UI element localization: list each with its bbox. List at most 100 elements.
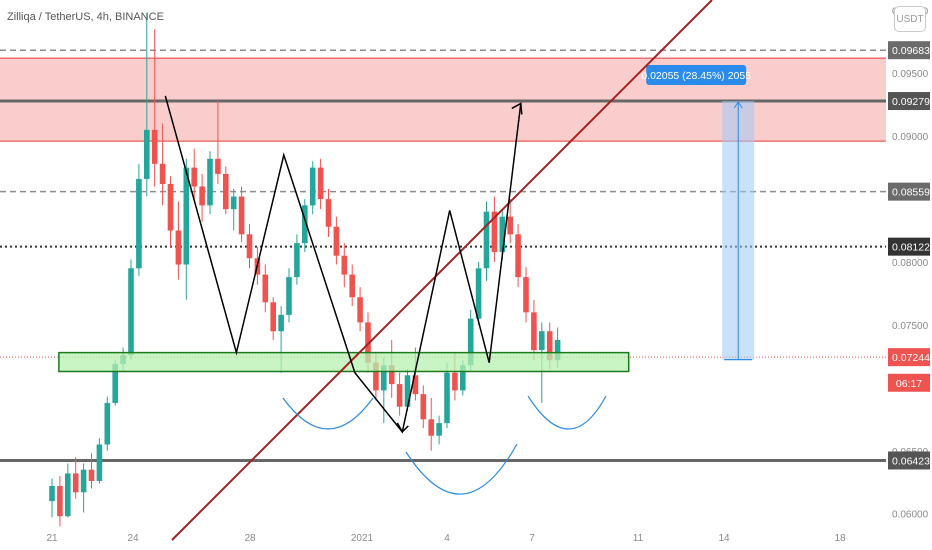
candle-body: [396, 384, 403, 407]
pattern-zigzag-line: [164, 95, 522, 434]
price-level-tag-label: 0.07244: [892, 352, 930, 364]
price-level-tag-label: 0.08559: [892, 187, 930, 199]
candle-body: [230, 196, 237, 210]
price-level-tags: 0.09683 0.09279 0.08559 0.08122 0.07244 0.064…: [888, 41, 930, 470]
candle-body: [112, 363, 118, 403]
candle-body: [183, 167, 190, 265]
candle-body: [341, 255, 348, 275]
candle-body: [404, 375, 411, 407]
time-axis-label: 4: [444, 533, 450, 544]
candle-body: [302, 205, 308, 244]
candle-body: [507, 216, 513, 235]
candle-body: [128, 268, 134, 356]
candle-body: [96, 444, 103, 481]
candle-body: [444, 372, 450, 424]
candle-body: [381, 365, 387, 391]
price-axis-label: 0.09000: [892, 132, 929, 143]
candle-body: [88, 469, 95, 481]
time-axis-label: 11: [633, 533, 644, 544]
price-level-tag: [888, 348, 930, 367]
candle-body: [420, 394, 427, 420]
price-axis-label: 0.06000: [892, 510, 929, 521]
candle-body: [104, 402, 111, 445]
candle-body: [207, 158, 213, 206]
candle-body: [223, 173, 229, 210]
candle-body: [151, 129, 158, 164]
candle-body: [491, 211, 498, 252]
candle-body: [144, 129, 150, 179]
candle-body: [325, 199, 332, 227]
price-level-tag-label: 0.06423: [892, 455, 930, 467]
time-axis-label: 7: [529, 533, 535, 544]
candle-body: [278, 314, 284, 332]
candle-body: [333, 226, 340, 256]
price-level-tag: [888, 237, 930, 256]
chart-title: Zilliqa / TetherUS, 4h, BINANCE: [7, 11, 164, 23]
price-level-tag-label: 0.09279: [892, 96, 930, 108]
candle-body: [262, 274, 269, 303]
countdown-tag: [888, 373, 930, 392]
candle-body: [523, 277, 529, 313]
support-zone: [58, 351, 630, 373]
candle-body: [136, 178, 142, 269]
target-arrowhead-icon: [511, 102, 523, 115]
left-shoulder-curve: [282, 397, 374, 430]
price-axis-label: 0.09500: [892, 69, 929, 80]
candle-body: [317, 167, 324, 200]
time-axis-label: 24: [127, 533, 139, 544]
time-axis-label: 28: [244, 533, 256, 544]
countdown-label: 06:17: [896, 378, 922, 390]
price-level-tag-label: 0.09683: [892, 45, 930, 57]
candle-body: [554, 340, 561, 361]
price-level-tag: [888, 182, 930, 201]
candle-body: [412, 375, 419, 395]
candle-body: [531, 312, 537, 351]
candle-body: [270, 302, 276, 332]
head-curve: [405, 443, 518, 495]
candle-body: [539, 331, 545, 351]
candle-body: [428, 419, 434, 436]
time-axis-label: 18: [834, 533, 846, 544]
time-axis-label: 14: [718, 533, 730, 544]
measure-label-background: [646, 65, 747, 86]
candle-body: [167, 183, 174, 231]
time-axis-labels: 21 24 28 2021 4 7 11 14 18: [46, 533, 846, 544]
candle-body: [175, 230, 182, 265]
candle-body: [286, 277, 292, 315]
currency-badge[interactable]: USDT: [894, 6, 926, 32]
candle-body: [238, 196, 245, 235]
candle-body: [546, 331, 553, 361]
candle-body: [72, 473, 79, 493]
candle-body: [499, 216, 506, 252]
price-level-tag: [888, 41, 930, 60]
candle-body: [191, 167, 197, 187]
measure-arrowhead-icon: [733, 101, 743, 109]
candle-body: [159, 163, 166, 184]
measure-label: 0.02055 (28.45%) 2055: [641, 70, 751, 82]
right-shoulder-curve: [527, 395, 607, 430]
price-axis-label: 0.08000: [892, 258, 929, 269]
candle-body: [349, 274, 355, 298]
candles: [49, 12, 561, 527]
candle-body: [80, 469, 87, 493]
candle-body: [515, 234, 521, 278]
candle-body: [365, 322, 371, 363]
candle-body: [49, 486, 55, 502]
bottom-arrowhead-icon: [396, 422, 409, 434]
candle-body: [483, 211, 490, 269]
candle-body: [246, 234, 253, 259]
price-axis-label: 0.07500: [892, 321, 929, 332]
time-axis-label: 2021: [351, 533, 374, 544]
candle-body: [57, 486, 63, 517]
candle-body: [475, 268, 482, 319]
candle-body: [65, 473, 71, 517]
candle-body: [294, 243, 300, 278]
candle-body: [388, 365, 395, 385]
candle-body: [215, 158, 221, 174]
price-level-tag-label: 0.08122: [892, 242, 930, 254]
candle-body: [452, 372, 458, 391]
candle-body: [199, 186, 205, 206]
candle-body: [460, 365, 466, 391]
candle-body: [357, 297, 363, 323]
